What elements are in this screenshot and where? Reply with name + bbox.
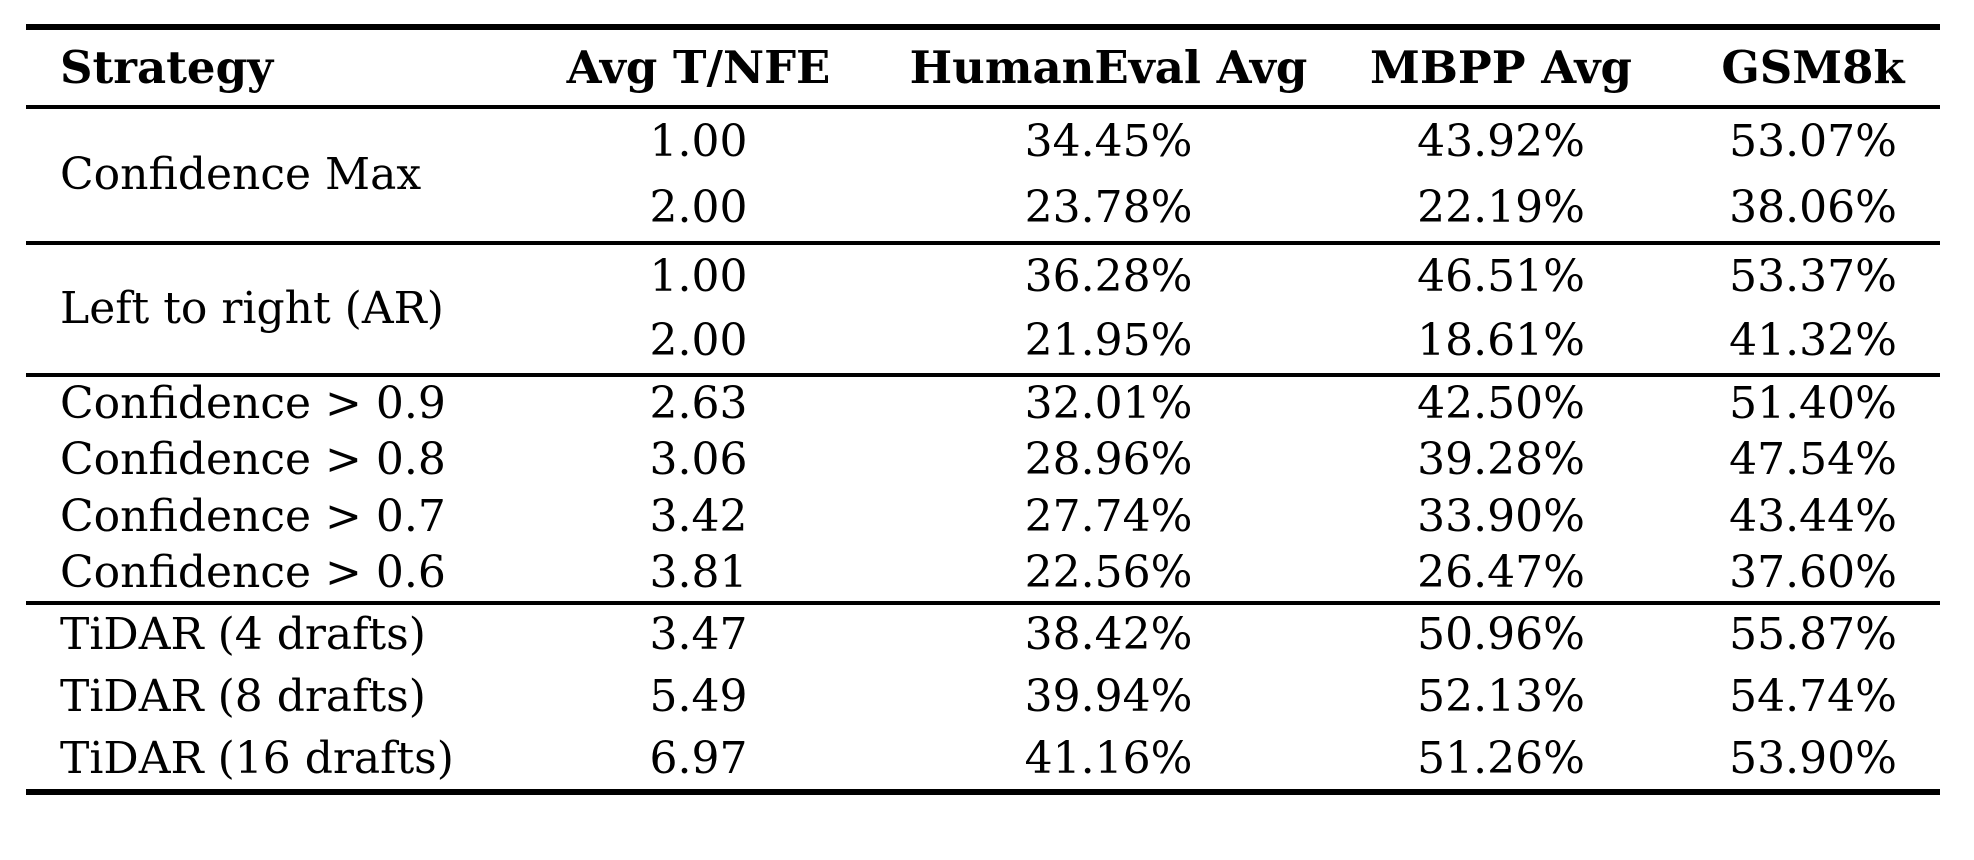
section-tidar: TiDAR (4 drafts) 3.47 38.42% 50.96% 55.8… [26,603,1940,792]
metric-cell: 52.13% [1417,671,1585,723]
metric-cell: 46.51% [1417,250,1585,302]
column-header-gsm8k: GSM8k [1721,40,1905,94]
column-header-strategy: Strategy [60,40,274,94]
metric-cell: 53.37% [1729,250,1897,302]
paper-page: Strategy Avg T/NFE HumanEval Avg MBPP Av… [0,24,1974,860]
section-confidence-max: Confidence Max 1.00 34.45% 43.92% 53.07%… [26,107,1940,243]
results-table: Strategy Avg T/NFE HumanEval Avg MBPP Av… [26,24,1940,795]
metric-cell: 41.16% [1024,732,1193,784]
metric-cell: 37.60% [1729,547,1897,599]
metric-cell: 1.00 [649,115,748,167]
metric-cell: 1.00 [649,250,748,302]
strategy-label: Confidence > 0.9 [60,378,446,430]
metric-cell: 2.63 [649,378,748,430]
metric-cell: 3.06 [649,434,748,486]
metric-cell: 39.94% [1024,671,1193,723]
column-header-avg-t-nfe: Avg T/NFE [566,40,831,94]
metric-cell: 54.74% [1729,671,1897,723]
metric-cell: 5.49 [649,671,748,723]
section-left-to-right-ar: Left to right (AR) 1.00 36.28% 46.51% 53… [26,243,1940,375]
table-row: TiDAR (8 drafts) 5.49 39.94% 52.13% 54.7… [26,666,1940,729]
metric-cell: 55.87% [1729,609,1897,661]
table-row: Confidence > 0.7 3.42 27.74% 33.90% 43.4… [26,489,1940,546]
metric-cell: 2.00 [649,314,748,366]
metric-cell: 41.32% [1729,314,1897,366]
table-row: Confidence Max 1.00 34.45% 43.92% 53.07% [26,107,1940,197]
table-row: TiDAR (4 drafts) 3.47 38.42% 50.96% 55.8… [26,603,1940,666]
table-row: Left to right (AR) 1.00 36.28% 46.51% 53… [26,243,1940,331]
strategy-group-label: Confidence Max [60,148,422,200]
metric-cell: 47.54% [1729,434,1897,486]
metric-cell: 22.19% [1417,181,1585,233]
metric-cell: 3.81 [649,547,748,599]
metric-cell: 39.28% [1417,434,1585,486]
metric-cell: 6.97 [649,732,748,784]
table-row: Confidence > 0.6 3.81 22.56% 26.47% 37.6… [26,546,1940,603]
column-header-mbpp-avg: MBPP Avg [1370,40,1632,94]
strategy-label: Confidence > 0.7 [60,491,446,543]
metric-cell: 50.96% [1417,609,1585,661]
metric-cell: 3.47 [649,609,748,661]
metric-cell: 51.40% [1729,378,1897,430]
metric-cell: 34.45% [1024,115,1193,167]
table-header: Strategy Avg T/NFE HumanEval Avg MBPP Av… [26,27,1940,107]
metric-cell: 42.50% [1417,378,1585,430]
metric-cell: 38.06% [1729,181,1897,233]
column-header-humaneval-avg: HumanEval Avg [909,40,1308,94]
strategy-label: Confidence > 0.6 [60,547,446,599]
metric-cell: 43.44% [1729,491,1897,543]
metric-cell: 51.26% [1417,732,1585,784]
metric-cell: 3.42 [649,491,748,543]
metric-cell: 32.01% [1024,378,1193,430]
header-row: Strategy Avg T/NFE HumanEval Avg MBPP Av… [26,27,1940,107]
strategy-label: Confidence > 0.8 [60,434,446,486]
metric-cell: 36.28% [1024,250,1193,302]
metric-cell: 18.61% [1417,314,1585,366]
table-row: TiDAR (16 drafts) 6.97 41.16% 51.26% 53.… [26,729,1940,792]
metric-cell: 38.42% [1024,609,1193,661]
metric-cell: 26.47% [1417,547,1585,599]
table-row: 2.00 21.95% 18.61% 41.32% [26,309,1940,375]
table-row: Confidence > 0.8 3.06 28.96% 39.28% 47.5… [26,432,1940,489]
metric-cell: 53.07% [1729,115,1897,167]
metric-cell: 43.92% [1417,115,1585,167]
metric-cell: 22.56% [1024,547,1193,599]
metric-cell: 23.78% [1024,181,1193,233]
metric-cell: 2.00 [649,181,748,233]
metric-cell: 27.74% [1024,491,1193,543]
metric-cell: 28.96% [1024,434,1193,486]
strategy-group-label: Left to right (AR) [60,282,444,334]
metric-cell: 33.90% [1417,491,1585,543]
table-row: 2.00 23.78% 22.19% 38.06% [26,175,1940,243]
section-confidence-threshold: Confidence > 0.9 2.63 32.01% 42.50% 51.4… [26,375,1940,603]
strategy-label: TiDAR (8 drafts) [60,671,426,723]
table-row: Confidence > 0.9 2.63 32.01% 42.50% 51.4… [26,375,1940,432]
strategy-label: TiDAR (16 drafts) [60,732,454,784]
strategy-label: TiDAR (4 drafts) [60,609,426,661]
metric-cell: 53.90% [1729,732,1897,784]
metric-cell: 21.95% [1024,314,1193,366]
